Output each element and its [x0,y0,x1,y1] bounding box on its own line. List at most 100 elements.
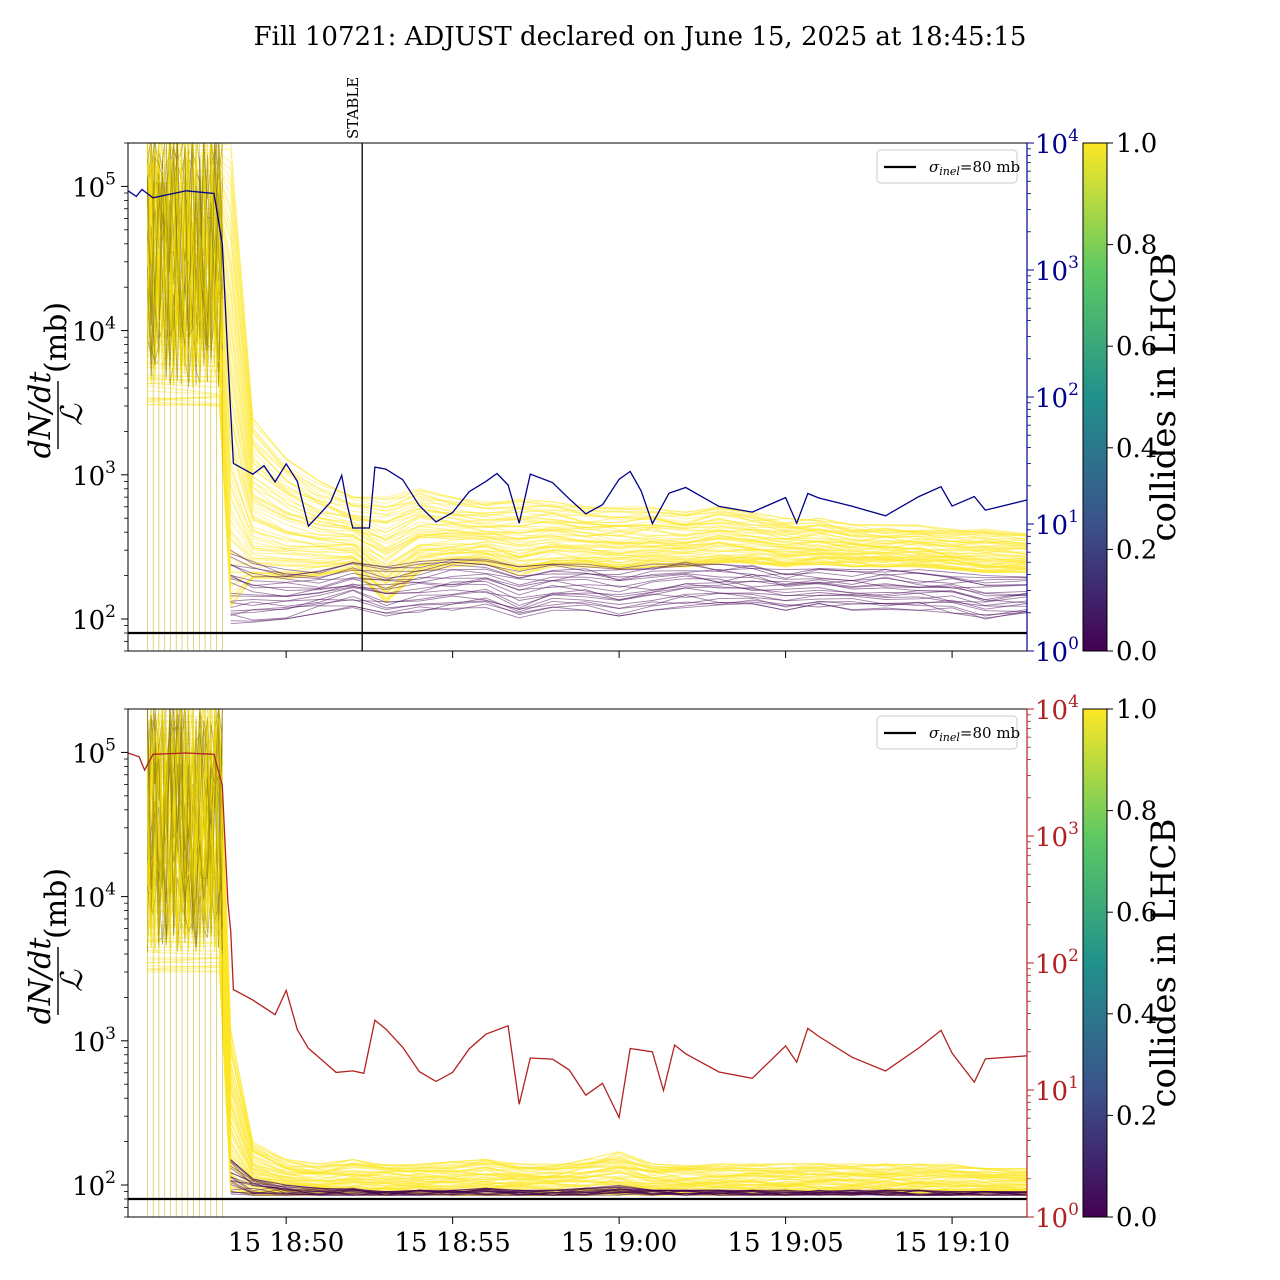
bunch-line [147,746,1027,1176]
bunch-line [147,306,1027,566]
bunch-line [230,583,1027,604]
bunch-line [230,586,1027,603]
bunch-line [147,289,1027,554]
bunch-line [147,159,1027,535]
bunch-line [147,335,1027,578]
bunch-line [147,397,1027,601]
bunch-line [147,245,1027,547]
bunch-line [147,216,1027,547]
bunch-line [147,878,1027,1190]
x-tick-label: 15 19:10 [894,1228,1010,1258]
bunch-line [230,1159,1027,1196]
bunch-line [147,333,1027,574]
bunch-line [147,143,223,379]
colorbar-label: collides in LHCB [1144,252,1184,541]
bunch-line [147,868,1027,1188]
bunch-line [147,756,1027,1178]
legend-label: σinel=80 mb [929,158,1020,178]
bunch-line [147,229,1027,544]
bunch-line [147,296,1027,563]
colorbar-tick-label: 0.8 [1116,797,1157,827]
bunch-line [147,362,1027,584]
svg-text:(mb): (mb) [39,302,74,373]
bunch-line [147,782,1027,1178]
svg-text:ℒ: ℒ [55,969,90,992]
bunch-line [147,148,1027,535]
svg-text:(mb): (mb) [39,868,74,939]
y-tick-label: 102 [72,1168,116,1202]
bunch-line [147,341,1027,581]
bunch-line [147,888,1027,1190]
bunch-line [147,757,1027,1178]
bunch-line [147,903,1027,1191]
bunch-line [147,143,223,381]
early-bunch-lines [147,709,223,1217]
bunch-line [147,375,1027,591]
y-axis-label: dN/dtℒ (mb) [23,302,90,458]
bunch-line [230,594,1027,616]
bunch-line [147,721,1027,1171]
legend-label: σinel=80 mb [929,724,1020,744]
bunch-line [147,860,1027,1187]
bunch-line [147,192,1027,545]
y-tick-label: 104 [72,880,116,914]
bunch-line [147,203,1027,542]
bunch-line [147,846,1027,1186]
bunch-line [147,885,1027,1192]
bunch-line [147,363,1027,585]
bunch-line [147,899,1027,1192]
bunch-line [147,810,1027,1181]
bunch-line [147,385,1027,593]
bunch-line [147,312,1027,569]
bunch-line [230,569,1027,589]
y2-tick-label: 101 [1035,507,1079,541]
legend: σinel=80 mb [876,149,1020,184]
bunch-line [147,730,1027,1174]
bunch-line [147,926,1027,1195]
bunch-line [230,564,1027,586]
bunch-line [147,238,1027,548]
bunch-line [147,296,1027,561]
bunch-line [147,395,1027,603]
y2-tick-label: 102 [1035,380,1079,414]
bunch-line [147,863,1027,1189]
bunch-line [147,248,1027,550]
bunch-line [147,876,1027,1189]
bunch-line [147,260,1027,554]
bunch-line [147,784,1027,1181]
y2-tick-label: 100 [1035,1200,1079,1234]
bunch-line [147,737,1027,1176]
bunch-line [147,355,1027,586]
bunch-line [230,590,1027,609]
bunch-lines-colliding [147,143,1027,608]
bunch-line [147,267,1027,554]
y2-tick-label: 104 [1035,692,1079,726]
y-tick-label: 105 [72,735,116,769]
bunch-line [147,194,1027,540]
y-tick-label: 103 [72,458,116,492]
colorbar-gradient [1082,708,1108,1218]
bunch-line [147,301,1027,559]
y2-tick-label: 104 [1035,126,1079,160]
bunch-line [147,324,1027,567]
svg-text:ℒ: ℒ [55,403,90,426]
bunch-lines-non-colliding [230,549,1027,625]
bunch-line [147,220,1027,548]
bunch-line [147,714,1027,1171]
bunch-line [147,765,1027,1177]
bunch-line [147,909,1027,1193]
bunch-line [147,709,1027,1173]
bunch-line [147,931,1027,1195]
bunch-line [147,898,1027,1192]
bunch-line [147,235,1027,551]
bunch-line [147,350,1027,580]
bunch-line [147,837,1027,1184]
bunch-line [147,715,223,948]
bunch-line [147,143,223,388]
y2-tick-label: 101 [1035,1073,1079,1107]
y-tick-label: 102 [72,602,116,636]
bunch-line [230,1167,1027,1196]
bunch-line [147,909,1027,1192]
plot-area [128,709,1027,1217]
bunch-line [147,871,1027,1191]
